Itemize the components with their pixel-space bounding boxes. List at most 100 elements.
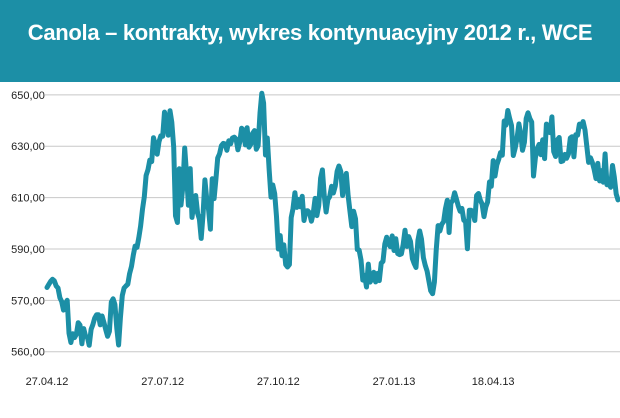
data-point <box>567 153 570 155</box>
data-point <box>356 248 358 251</box>
data-point <box>492 160 494 162</box>
data-point <box>140 225 142 227</box>
data-point <box>141 208 144 210</box>
data-point <box>448 231 450 234</box>
data-point <box>613 176 615 178</box>
data-point <box>152 137 155 139</box>
data-point <box>61 301 63 303</box>
data-point <box>312 212 314 215</box>
data-point <box>595 178 597 180</box>
data-point <box>307 210 309 212</box>
data-point <box>53 280 55 282</box>
data-point <box>351 226 353 228</box>
data-point <box>393 249 395 252</box>
data-point <box>459 210 461 212</box>
data-point <box>441 223 443 225</box>
x-tick-label: 18.04.13 <box>472 376 515 388</box>
data-point <box>505 124 507 126</box>
data-point <box>542 139 544 141</box>
data-point <box>569 137 571 139</box>
data-point <box>422 257 424 259</box>
data-point <box>297 198 300 200</box>
data-point <box>310 220 312 222</box>
data-point <box>90 328 92 330</box>
data-point <box>92 323 94 326</box>
data-point <box>444 208 446 210</box>
data-point <box>101 315 103 317</box>
data-point <box>239 141 241 143</box>
data-point <box>560 161 562 163</box>
data-point <box>252 132 254 134</box>
data-point <box>338 165 340 167</box>
data-point <box>193 201 195 204</box>
data-point <box>200 237 202 239</box>
data-point <box>85 335 87 337</box>
data-point <box>217 157 219 159</box>
data-point <box>331 185 333 187</box>
data-point <box>520 133 522 135</box>
data-point <box>114 303 116 306</box>
data-point <box>107 335 109 337</box>
grid-layer <box>45 94 620 353</box>
y-tick-label: 590,00 <box>11 244 45 256</box>
data-point <box>457 205 459 207</box>
data-point <box>57 287 59 289</box>
data-point <box>496 164 498 166</box>
data-point <box>233 136 235 138</box>
data-point <box>367 263 369 265</box>
data-point <box>50 280 52 282</box>
data-point <box>277 248 279 250</box>
data-point <box>509 118 511 120</box>
price-series-line <box>44 90 620 348</box>
data-point <box>185 172 188 174</box>
data-point <box>419 230 421 232</box>
data-point <box>108 330 110 332</box>
data-point <box>182 185 184 187</box>
data-point <box>321 169 323 171</box>
data-point <box>575 134 577 136</box>
data-point <box>255 148 257 150</box>
x-tick-label: 27.10.12 <box>257 376 300 388</box>
data-point <box>512 154 514 157</box>
data-point <box>455 198 457 200</box>
data-point <box>329 196 331 198</box>
data-point <box>538 143 540 145</box>
data-point <box>531 121 533 123</box>
data-point <box>347 194 349 196</box>
data-point <box>342 194 344 197</box>
data-point <box>283 244 285 246</box>
data-point <box>244 144 246 146</box>
data-point <box>145 174 147 177</box>
data-point <box>606 184 608 186</box>
data-point <box>68 332 70 334</box>
data-point <box>96 314 98 316</box>
data-point <box>79 324 81 326</box>
data-point <box>398 254 401 256</box>
data-point <box>593 168 595 170</box>
data-point <box>470 209 472 211</box>
data-point <box>290 217 292 219</box>
data-point <box>138 237 140 239</box>
data-point <box>112 298 114 300</box>
data-point <box>611 164 614 167</box>
data-point <box>136 246 138 248</box>
data-point <box>549 132 551 134</box>
data-point <box>514 147 516 149</box>
data-point <box>384 243 386 245</box>
data-point <box>443 221 445 223</box>
data-point <box>263 102 265 104</box>
x-tick-label: 27.01.13 <box>373 376 416 388</box>
data-point <box>485 206 487 208</box>
data-point <box>129 273 131 275</box>
data-point <box>195 194 197 197</box>
data-point <box>536 147 538 150</box>
data-point <box>378 280 380 282</box>
data-point <box>332 192 334 194</box>
data-point <box>215 178 217 180</box>
data-point <box>599 180 601 182</box>
data-point <box>163 111 166 113</box>
data-point <box>395 238 397 240</box>
data-point <box>147 169 149 171</box>
data-point <box>191 216 193 218</box>
data-point <box>591 161 593 163</box>
